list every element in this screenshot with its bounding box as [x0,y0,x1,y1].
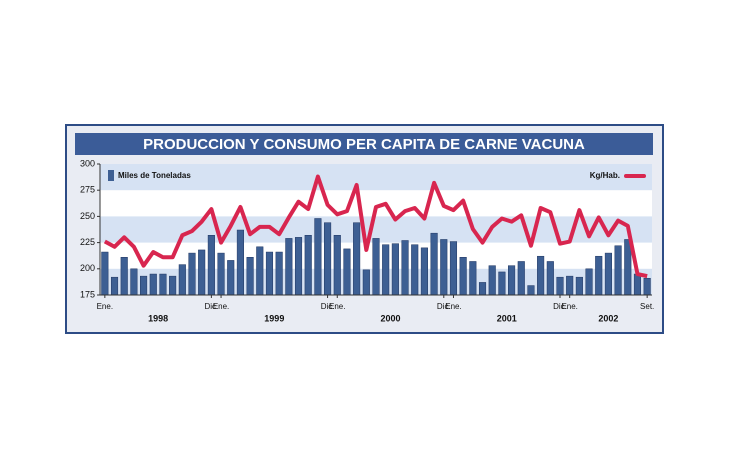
year-label: 2002 [598,313,618,323]
bar [372,238,380,296]
bar [304,235,312,296]
bar [324,222,332,296]
bar [430,232,438,296]
bar [517,261,525,296]
y-tick-label: 175 [80,289,95,299]
line [103,174,648,279]
bar [498,271,506,296]
bar [643,277,651,296]
bar [401,240,409,296]
bar [469,261,477,296]
bar [585,268,593,296]
x-tick-label: Ene. [561,302,577,311]
x-tick-label: Ene. [329,302,345,311]
x-tick-label: Dic. [204,302,218,311]
year-label: 1998 [148,313,168,323]
bar [101,251,109,296]
bar [556,276,564,296]
bar [449,241,458,296]
y-tick-label: 275 [80,185,95,195]
y-tick-label: 300 [80,158,95,168]
bar [178,264,186,296]
bar [294,237,303,296]
x-tick-label: Ene. [97,302,113,311]
x-tick-label: Ene. [213,302,229,311]
bar [169,275,177,296]
bar [236,229,244,296]
bar [633,273,642,296]
legend-label: Miles de Toneladas [118,171,191,180]
bar [459,257,467,296]
year-label: 2001 [497,313,517,323]
bar [624,239,632,296]
x-tick-label: Dic. [321,302,335,311]
bar [333,235,341,296]
bar [246,257,254,296]
bar [604,252,612,296]
bar [382,244,390,296]
bar [420,247,428,296]
bar [488,265,496,296]
bar [159,273,167,296]
bar [275,251,283,296]
bar [265,251,274,296]
x-tick-label: Set. [640,302,654,311]
y-tick-label: 250 [80,211,95,221]
bar [149,273,157,296]
bar [140,275,148,296]
y-tick-label: 200 [80,263,95,273]
bar [285,238,293,296]
chart-title: PRODUCCION Y CONSUMO PER CAPITA DE CARNE… [143,136,585,153]
y-tick-label: 225 [80,237,95,247]
bar [440,239,448,296]
grid-band [100,164,652,191]
bar [411,244,419,296]
title-bar [75,133,653,155]
bar [353,222,361,296]
bar [575,276,583,296]
bar [391,243,399,296]
bar [566,275,574,296]
bar [508,265,516,296]
legend-label: Kg/Hab. [590,171,620,180]
bar [546,261,554,296]
x-tick-label: Dic. [437,302,451,311]
x-tick-label: Ene. [445,302,461,311]
bar [188,252,196,296]
bar [110,276,119,296]
bar [207,235,215,296]
bar [217,252,225,296]
year-label: 1999 [264,313,284,323]
bar [256,246,264,296]
bar [362,269,370,296]
bar [227,260,235,296]
bar [314,218,322,296]
bar [198,249,206,296]
bar [537,255,545,296]
bar [527,285,535,296]
bar [130,268,138,296]
year-label: 2000 [381,313,401,323]
legend-swatch [108,170,114,181]
bar [595,255,603,296]
x-tick-label: Dic. [553,302,567,311]
bar [478,282,487,296]
bar [120,257,128,296]
bar [343,248,351,296]
bar [614,245,622,296]
